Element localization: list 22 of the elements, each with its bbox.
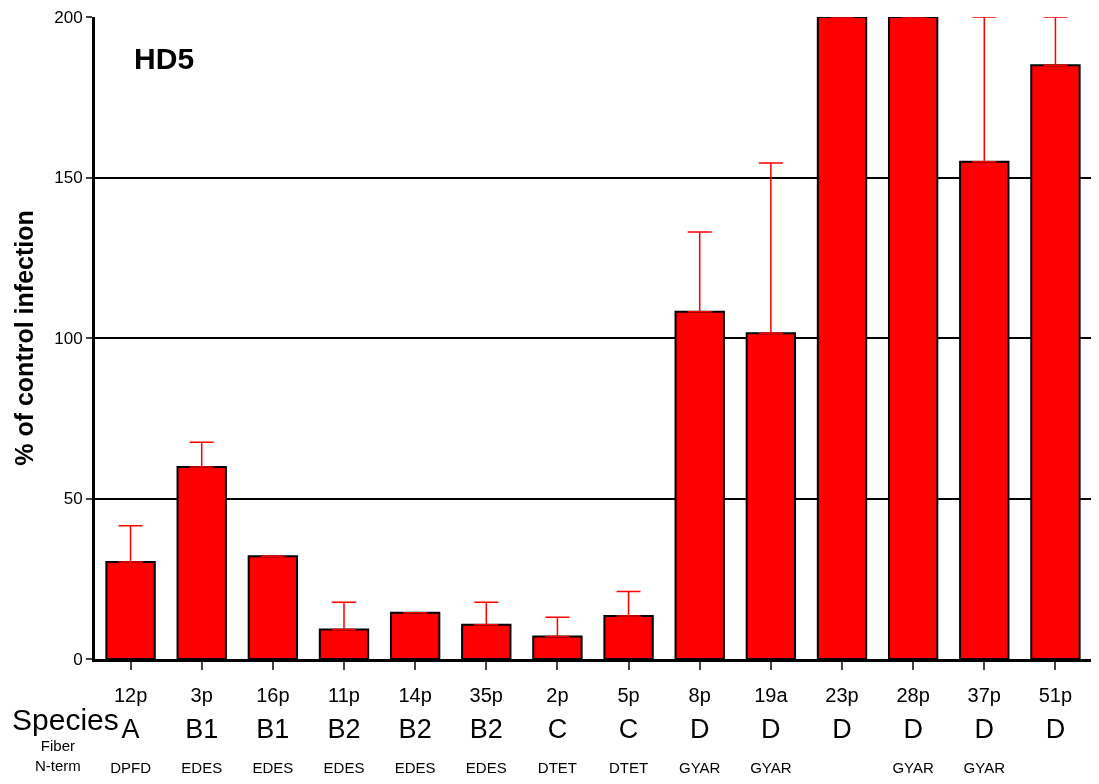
text: Fiber N-term xyxy=(35,737,81,774)
x-tick-label: 19a D GYAR xyxy=(750,684,792,776)
x-tick-label: 3p B1 EDES xyxy=(181,684,223,776)
y-axis-title: % of control infection xyxy=(9,210,38,466)
x-tick-label: 5p C DTET xyxy=(608,684,649,776)
x-tick-label: 2p C DTET xyxy=(537,684,578,776)
text: Species xyxy=(12,703,119,736)
x-tick-label: 16p B1 EDES xyxy=(252,684,294,776)
x-tick-label: 11p B2 EDES xyxy=(323,684,365,776)
y-tick-label: 50 xyxy=(63,489,83,509)
x-tick-label: 14p B2 EDES xyxy=(394,684,436,776)
y-tick-label: 200 xyxy=(54,7,83,27)
x-tick-label: 23p D xyxy=(825,684,859,744)
x-tick-label: 37p D GYAR xyxy=(963,684,1006,776)
y-tick-label: 0 xyxy=(73,649,83,669)
x-tick-label: 28p D GYAR xyxy=(892,684,934,776)
x-tick-label: 8p D GYAR xyxy=(679,684,721,776)
y-tick-label: 100 xyxy=(54,328,83,348)
x-tick-label: 51p D xyxy=(1038,684,1073,744)
text: HD5 xyxy=(134,42,195,76)
x-tick-label: 35p B2 EDES xyxy=(465,684,507,776)
y-tick-label: 150 xyxy=(54,168,83,188)
